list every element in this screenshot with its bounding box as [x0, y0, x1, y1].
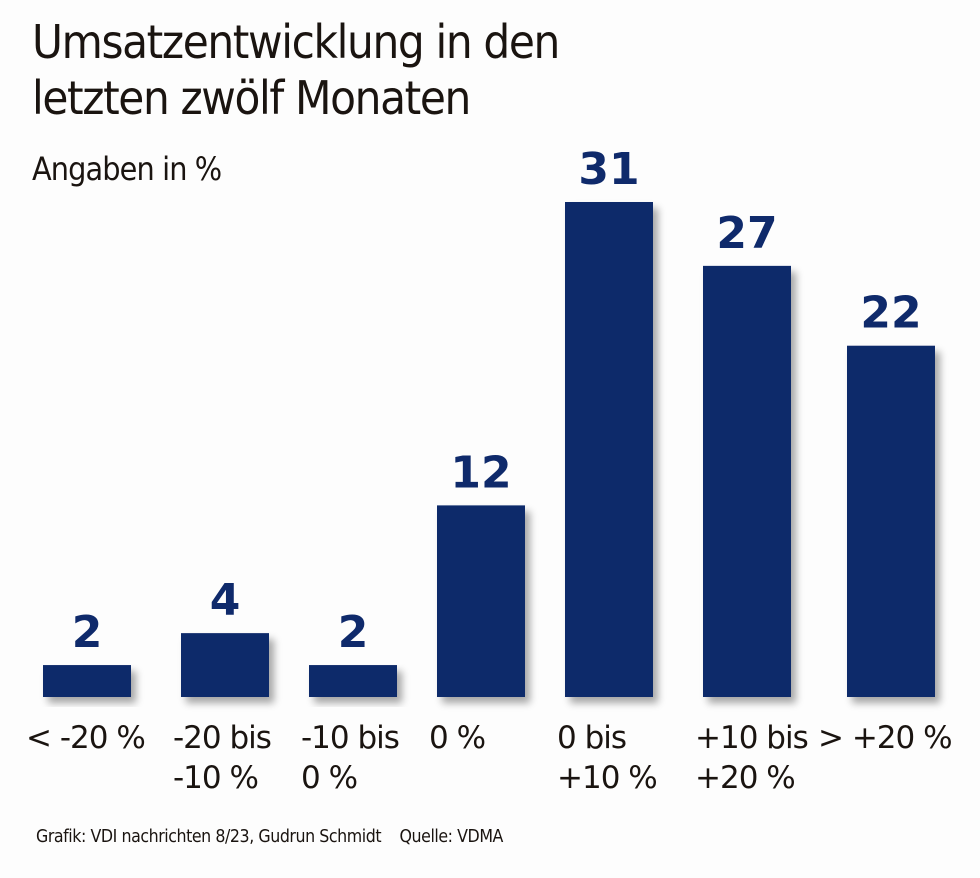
category-label-5: +10 bis +20 %: [695, 720, 808, 796]
bar-5: [703, 265, 791, 697]
data-label-5: 27: [716, 208, 777, 259]
category-label-6: > +20 %: [818, 720, 952, 756]
category-label-1: -20 bis -10 %: [173, 720, 271, 796]
category-label-4: 0 bis +10 %: [557, 720, 657, 796]
data-label-2: 2: [338, 607, 369, 658]
bar-0: [43, 665, 131, 697]
bar-2: [309, 665, 397, 697]
source-credit: Quelle: VDMA: [399, 826, 504, 847]
bar-3: [437, 505, 525, 697]
category-label-2: -10 bis 0 %: [301, 720, 399, 796]
data-label-4: 31: [578, 144, 639, 195]
data-label-0: 2: [72, 607, 103, 658]
bar-4: [565, 202, 653, 697]
chart-subtitle: Angaben in %: [32, 150, 222, 188]
chart-title-line-2: letzten zwölf Monaten: [32, 71, 471, 125]
data-label-1: 4: [210, 575, 241, 626]
chart-title: Umsatzentwicklung in den letzten zwölf M…: [32, 14, 560, 126]
data-label-3: 12: [450, 447, 511, 498]
chart-title-line-1: Umsatzentwicklung in den: [32, 15, 560, 69]
graphic-credit: Grafik: VDI nachrichten 8/23, Gudrun Sch…: [36, 826, 382, 847]
chart-footer: Grafik: VDI nachrichten 8/23, Gudrun Sch…: [36, 826, 503, 847]
category-label-0: < -20 %: [26, 720, 145, 756]
bar-6: [847, 345, 935, 697]
bar-1: [181, 633, 269, 697]
data-label-6: 22: [860, 288, 921, 339]
category-label-3: 0 %: [429, 720, 485, 756]
